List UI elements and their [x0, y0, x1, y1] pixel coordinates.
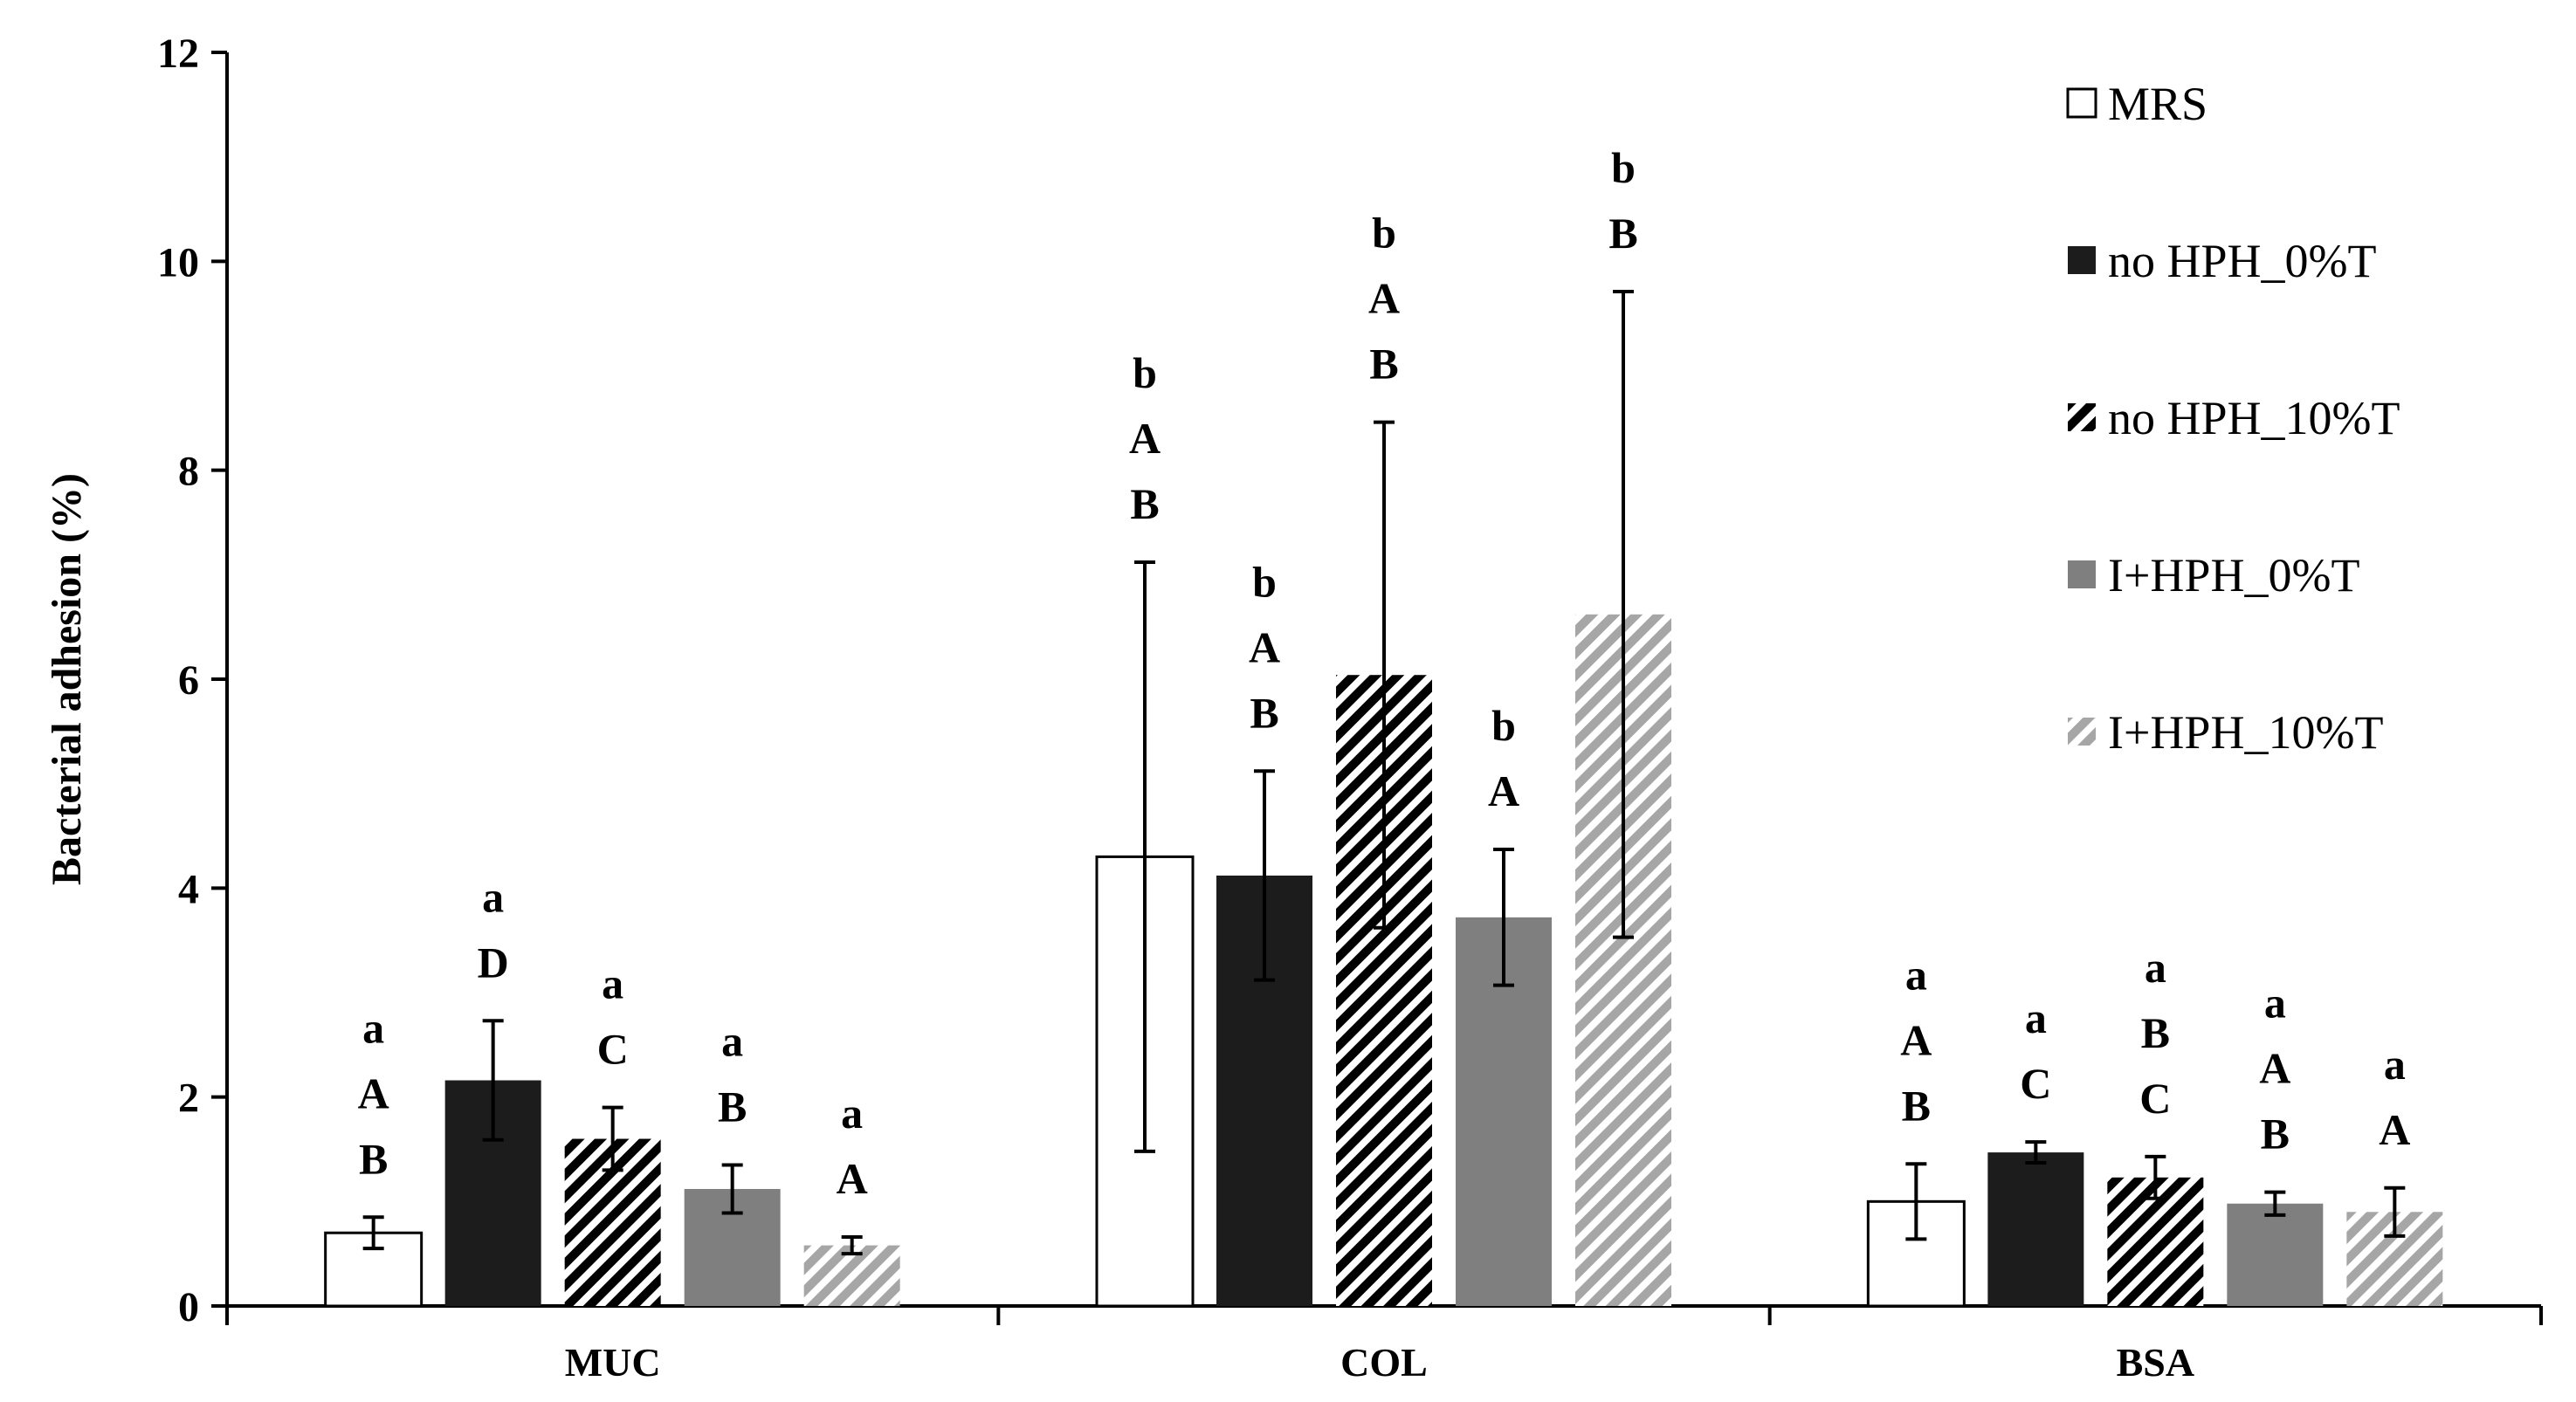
significance-letter: a	[482, 872, 504, 921]
legend-entry: MRS	[2108, 78, 2208, 130]
significance-letter: A	[1368, 274, 1400, 323]
significance-letter: D	[478, 938, 509, 986]
legend-entry: no HPH_10%T	[2108, 392, 2400, 444]
legend-entry: I+HPH_10%T	[2108, 706, 2383, 759]
significance-letter: B	[718, 1082, 747, 1131]
legend-swatch	[2068, 246, 2096, 274]
y-axis-title: Bacterial adhesion (%)	[44, 473, 90, 885]
significance-letter: a	[2025, 993, 2047, 1042]
significance-letter: a	[2264, 979, 2286, 1027]
y-tick-label: 2	[178, 1076, 199, 1122]
significance-letter: a	[1905, 950, 1927, 999]
legend-swatch	[2066, 87, 2097, 119]
significance-letter: b	[1611, 143, 1636, 192]
significance-letter: A	[358, 1069, 389, 1117]
significance-letter: b	[1491, 701, 1516, 750]
significance-letter: B	[1369, 340, 1398, 388]
significance-letter: a	[721, 1016, 743, 1065]
significance-letter: B	[1130, 479, 1159, 528]
significance-letter: B	[2261, 1110, 2290, 1158]
significance-letter: C	[2139, 1074, 2171, 1123]
significance-letter: A	[1129, 414, 1161, 463]
legend-entry: I+HPH_0%T	[2108, 549, 2359, 601]
significance-letter: A	[1900, 1015, 1932, 1064]
significance-letter: B	[1608, 209, 1637, 258]
significance-letter: C	[2020, 1059, 2051, 1108]
x-category-label: MUC	[565, 1340, 661, 1385]
significance-letter: A	[1249, 622, 1280, 671]
y-tick-label: 12	[157, 31, 199, 77]
significance-letter: b	[1133, 348, 1157, 397]
legend: MRS no HPH_0%Tno HPH_10%T I+HPH_0%T I+HPH_1…	[2066, 78, 2400, 759]
significance-letter: a	[2145, 943, 2166, 992]
significance-letter: A	[2259, 1044, 2290, 1093]
significance-letter: a	[2384, 1040, 2406, 1089]
significance-letter: B	[1902, 1081, 1931, 1130]
significance-letter: C	[597, 1025, 629, 1074]
legend-swatch	[2068, 560, 2096, 588]
y-tick-label: 6	[178, 657, 199, 704]
y-tick-label: 0	[178, 1284, 199, 1330]
y-tick-label: 4	[178, 866, 199, 912]
significance-letter: A	[2379, 1105, 2410, 1154]
significance-letter: B	[359, 1134, 388, 1183]
significance-letter: b	[1252, 557, 1277, 606]
significance-letter: B	[1250, 688, 1278, 737]
bar	[1987, 1152, 2084, 1306]
bars	[324, 290, 2443, 1308]
legend-swatch	[2068, 403, 2096, 431]
y-tick-label: 8	[178, 449, 199, 495]
x-category-label: COL	[1340, 1340, 1428, 1385]
significance-letter: a	[841, 1089, 863, 1137]
bar	[2227, 1203, 2324, 1306]
significance-letter: a	[362, 1003, 384, 1052]
significance-letter: B	[2141, 1008, 2170, 1057]
significance-letter: b	[1372, 209, 1396, 258]
significance-letter: A	[1488, 766, 1519, 815]
legend-swatch	[2068, 718, 2096, 746]
significance-letter: a	[602, 959, 623, 1008]
significance-letter: A	[837, 1154, 868, 1203]
x-category-label: BSA	[2117, 1340, 2194, 1385]
legend-entry: no HPH_0%T	[2108, 235, 2377, 287]
y-tick-label: 10	[157, 239, 199, 285]
